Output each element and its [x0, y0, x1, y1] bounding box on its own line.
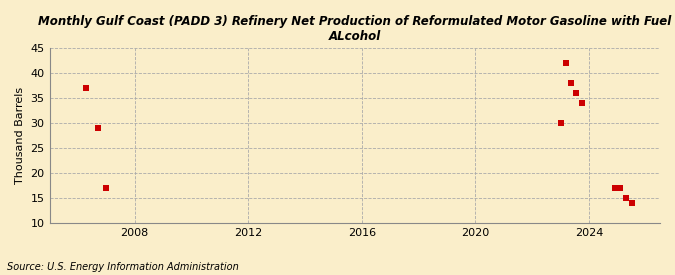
Point	[92, 126, 103, 130]
Point	[609, 186, 620, 190]
Point	[556, 121, 566, 125]
Point	[561, 61, 572, 65]
Point	[571, 91, 582, 95]
Point	[620, 196, 631, 200]
Y-axis label: Thousand Barrels: Thousand Barrels	[15, 87, 25, 184]
Point	[81, 86, 92, 90]
Point	[615, 186, 626, 190]
Title: Monthly Gulf Coast (PADD 3) Refinery Net Production of Reformulated Motor Gasoli: Monthly Gulf Coast (PADD 3) Refinery Net…	[38, 15, 672, 43]
Point	[626, 201, 637, 205]
Point	[101, 186, 112, 190]
Text: Source: U.S. Energy Information Administration: Source: U.S. Energy Information Administ…	[7, 262, 238, 272]
Point	[576, 101, 587, 106]
Point	[565, 81, 576, 86]
